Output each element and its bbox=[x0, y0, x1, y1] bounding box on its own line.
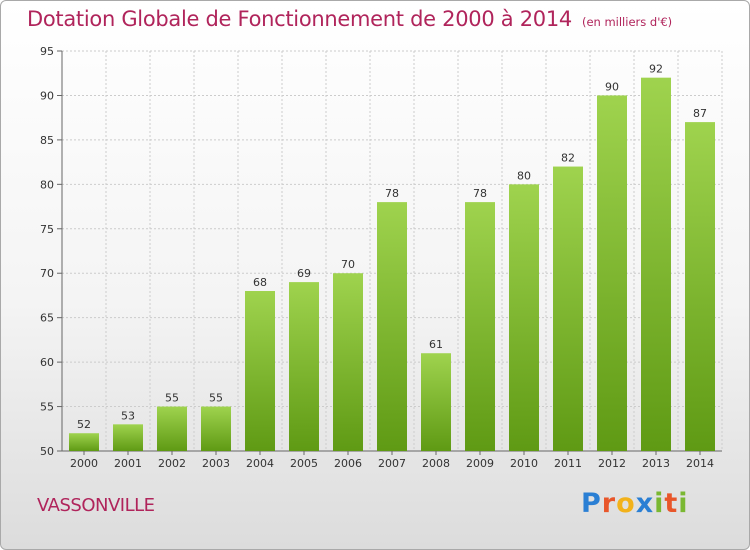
bar bbox=[509, 184, 539, 452]
bar-value-label: 55 bbox=[165, 392, 179, 405]
x-tick-label: 2005 bbox=[290, 457, 318, 470]
bar-value-label: 69 bbox=[297, 267, 311, 280]
bar-value-label: 53 bbox=[121, 409, 135, 422]
bar bbox=[421, 353, 451, 451]
y-tick-label: 65 bbox=[40, 312, 54, 325]
chart-title: Dotation Globale de Fonctionnement de 20… bbox=[27, 7, 672, 31]
bar-value-label: 82 bbox=[561, 152, 575, 165]
y-tick-label: 70 bbox=[40, 267, 54, 280]
bars bbox=[69, 77, 715, 452]
y-tick-label: 95 bbox=[40, 45, 54, 58]
bar bbox=[641, 77, 671, 452]
bar bbox=[377, 202, 407, 451]
x-tick-label: 2010 bbox=[510, 457, 538, 470]
x-tick-label: 2004 bbox=[246, 457, 274, 470]
chart-unit: (en milliers d'€) bbox=[581, 15, 673, 29]
bar bbox=[201, 406, 231, 451]
bar-value-label: 70 bbox=[341, 258, 355, 271]
chart-title-text: Dotation Globale de Fonctionnement de 20… bbox=[27, 7, 572, 31]
y-tick-label: 60 bbox=[40, 356, 54, 369]
bar bbox=[333, 273, 363, 451]
x-tick-label: 2013 bbox=[642, 457, 670, 470]
x-tick-label: 2009 bbox=[466, 457, 494, 470]
bar-value-label: 92 bbox=[649, 63, 663, 76]
y-tick-label: 80 bbox=[40, 178, 54, 191]
bar-value-label: 90 bbox=[605, 80, 619, 93]
bar-value-label: 55 bbox=[209, 392, 223, 405]
bar-value-label: 78 bbox=[385, 187, 399, 200]
y-tick-label: 90 bbox=[40, 89, 54, 102]
x-tick-label: 2003 bbox=[202, 457, 230, 470]
bar bbox=[553, 166, 583, 452]
x-tick-label: 2008 bbox=[422, 457, 450, 470]
logo-letter: r bbox=[601, 488, 617, 519]
y-tick-label: 55 bbox=[40, 401, 54, 414]
logo-letter: i bbox=[678, 488, 689, 519]
y-tick-label: 50 bbox=[40, 445, 54, 458]
logo-letter: P bbox=[581, 488, 602, 519]
x-tick-label: 2006 bbox=[334, 457, 362, 470]
bar-value-label: 78 bbox=[473, 187, 487, 200]
x-tick-label: 2002 bbox=[158, 457, 186, 470]
bar-value-label: 52 bbox=[77, 418, 91, 431]
x-tick-label: 2000 bbox=[70, 457, 98, 470]
bar bbox=[113, 424, 143, 451]
bar bbox=[157, 406, 187, 451]
x-tick-label: 2014 bbox=[686, 457, 714, 470]
x-tick-label: 2011 bbox=[554, 457, 582, 470]
bar bbox=[289, 282, 319, 451]
logo-letter: i bbox=[654, 488, 665, 519]
bar bbox=[245, 291, 275, 451]
logo-letter: o bbox=[616, 488, 636, 519]
bar bbox=[69, 433, 99, 451]
bar bbox=[597, 95, 627, 451]
bar bbox=[465, 202, 495, 451]
x-tick-label: 2012 bbox=[598, 457, 626, 470]
x-tick-label: 2001 bbox=[114, 457, 142, 470]
bar-value-label: 61 bbox=[429, 338, 443, 351]
y-tick-label: 75 bbox=[40, 223, 54, 236]
bar-value-label: 87 bbox=[693, 107, 707, 120]
labels: 50 55 60 65 70 75 80 85 90 95 52 2000 53 2001 55 2002 55… bbox=[40, 45, 714, 470]
bar bbox=[685, 122, 715, 451]
logo-letter: t bbox=[664, 488, 679, 519]
x-tick-label: 2007 bbox=[378, 457, 406, 470]
logo-letter: x bbox=[635, 488, 655, 519]
bar-value-label: 68 bbox=[253, 276, 267, 289]
y-tick-label: 85 bbox=[40, 134, 54, 147]
bar-value-label: 80 bbox=[517, 169, 531, 182]
commune-name: VASSONVILLE bbox=[37, 495, 155, 516]
proxiti-logo: Proxiti bbox=[581, 488, 689, 519]
